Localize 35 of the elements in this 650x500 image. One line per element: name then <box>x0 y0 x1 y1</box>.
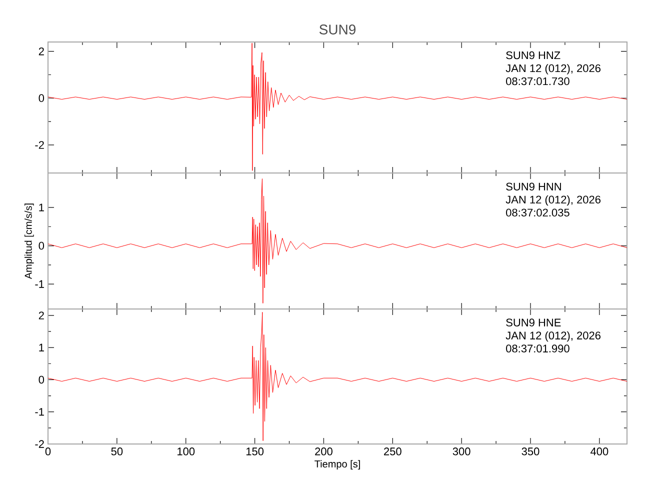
y-axis-title: Amplitud [cm/s/s] <box>24 204 34 280</box>
annotation: SUN9 HNE <box>506 318 561 326</box>
annotation: SUN9 HNN <box>506 182 561 190</box>
x-axis-title: Tiempo [s] <box>314 460 360 470</box>
annotation: 08:37:01.730 <box>506 77 570 86</box>
x-tick-label: 0 <box>45 448 51 456</box>
line-series <box>48 42 627 171</box>
x-tick-label: 350 <box>522 448 540 456</box>
y-tick-label: 2 <box>38 48 44 56</box>
y-tick-label: -2 <box>35 141 44 149</box>
x-tick-label: 50 <box>111 448 123 456</box>
annotation: JAN 12 (012), 2026 <box>506 64 600 74</box>
x-tick-label: 150 <box>246 448 264 456</box>
annotation: JAN 12 (012), 2026 <box>506 331 600 342</box>
x-tick-label: 250 <box>384 448 402 456</box>
annotation: 08:37:01.990 <box>506 344 570 352</box>
y-tick-label: -1 <box>35 408 44 416</box>
x-tick-label: 300 <box>452 448 470 456</box>
line-series <box>48 312 627 442</box>
x-tick-label: 200 <box>315 448 332 456</box>
annotation: SUN9 HNZ <box>506 51 560 60</box>
y-tick-label: 1 <box>39 344 44 352</box>
annotation: 08:37:02.035 <box>506 208 570 216</box>
y-tick-label: -2 <box>35 440 44 448</box>
y-tick-label: 1 <box>39 204 44 212</box>
y-tick-label: 0 <box>38 242 44 250</box>
y-tick-label: 2 <box>38 312 44 320</box>
x-tick-label: 400 <box>590 448 608 456</box>
x-tick-label: 100 <box>178 448 195 456</box>
annotation: JAN 12 (012), 2026 <box>506 195 600 206</box>
y-tick-label: -1 <box>35 280 44 288</box>
y-tick-label: 0 <box>38 94 44 102</box>
chart-title: SUN9 <box>319 24 356 34</box>
line-series <box>48 178 627 304</box>
y-tick-label: 0 <box>38 376 44 384</box>
